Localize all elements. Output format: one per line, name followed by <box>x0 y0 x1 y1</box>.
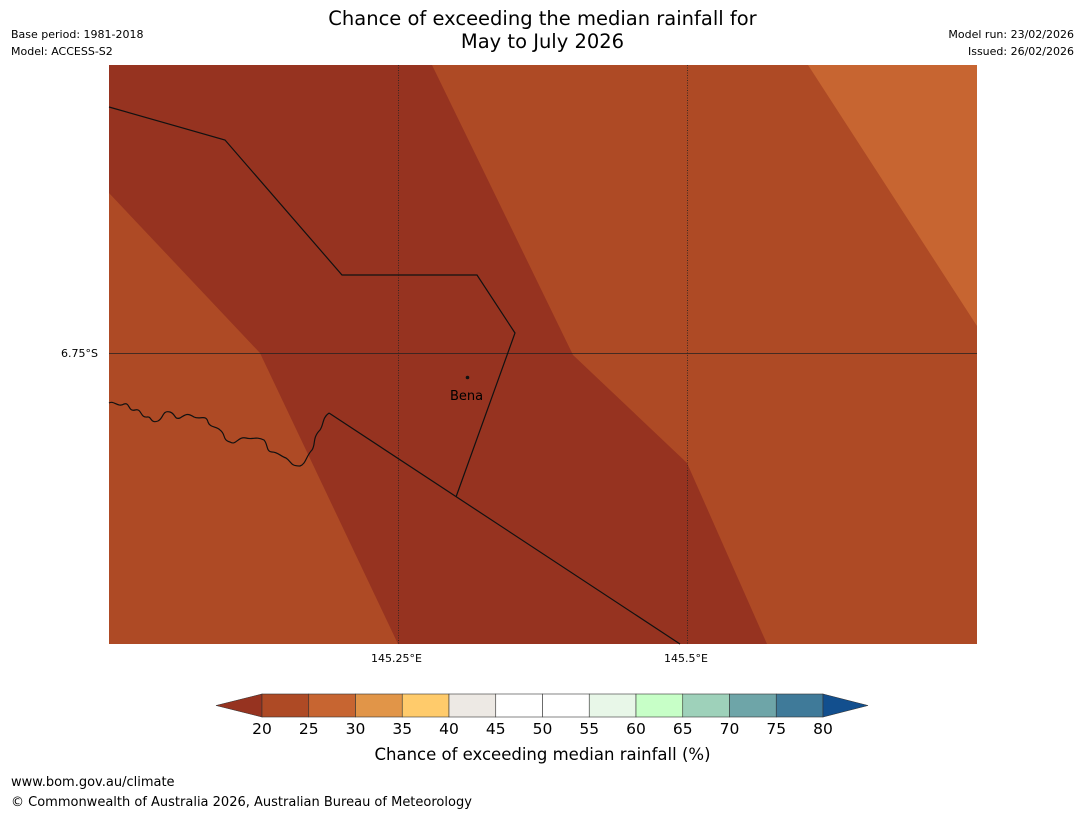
map-band-30-35 <box>808 65 977 326</box>
colorbar-box-65-70 <box>682 693 730 718</box>
colorbar-box-70-75 <box>729 693 777 718</box>
map-band-25-30-west <box>109 193 398 644</box>
colorbar-boxes <box>261 693 824 718</box>
colorbar-over-arrow <box>822 693 869 718</box>
colorbar-box-25-30 <box>308 693 356 718</box>
colorbar-tick-70: 70 <box>719 720 740 738</box>
colorbar-label: Chance of exceeding median rainfall (%) <box>374 745 711 764</box>
issued-text: Issued: 26/02/2026 <box>967 45 1074 58</box>
model-run-text: Model run: 23/02/2026 <box>948 28 1074 41</box>
colorbar-tick-60: 60 <box>626 720 646 738</box>
meta-left: Base period: 1981-2018 Model: ACCESS-S2 <box>11 26 143 60</box>
title-line-1: Chance of exceeding the median rainfall … <box>328 7 757 30</box>
longitude-label-1: 145.25°E <box>371 652 422 665</box>
colorbar-tick-75: 75 <box>766 720 787 738</box>
colorbar-tick-20: 20 <box>252 720 272 738</box>
colorbar-tick-35: 35 <box>392 720 413 738</box>
footer-url[interactable]: www.bom.gov.au/climate <box>11 775 175 790</box>
colorbar-box-35-40 <box>401 693 450 718</box>
page-title: Chance of exceeding the median rainfall … <box>0 7 1085 53</box>
model-text: Model: ACCESS-S2 <box>11 45 113 58</box>
colorbar-tick-25: 25 <box>298 720 319 738</box>
meta-right: Model run: 23/02/2026 Issued: 26/02/2026 <box>948 26 1074 60</box>
latitude-label: 6.75°S <box>61 347 98 360</box>
base-period-text: Base period: 1981-2018 <box>11 28 144 41</box>
colorbar-tick-65: 65 <box>672 720 693 738</box>
colorbar-box-45-50 <box>495 693 543 718</box>
footer-copyright: © Commonwealth of Australia 2026, Austra… <box>11 795 472 810</box>
bena-marker <box>465 375 470 380</box>
colorbar-box-75-80 <box>775 693 824 718</box>
colorbar-under-arrow <box>215 693 263 718</box>
title-line-2: May to July 2026 <box>460 30 625 53</box>
colorbar-tick-50: 50 <box>532 720 553 738</box>
colorbar-tick-30: 30 <box>345 720 366 738</box>
colorbar-tick-55: 55 <box>579 720 600 738</box>
colorbar-box-50-55 <box>542 693 590 718</box>
province-boundary-south <box>328 412 681 645</box>
colorbar-box-40-45 <box>448 693 497 718</box>
longitude-label-2: 145.5°E <box>664 652 708 665</box>
river-boundary <box>108 401 330 467</box>
colorbar-box-20-25 <box>261 693 310 718</box>
colorbar-box-60-65 <box>635 693 684 718</box>
colorbar-box-55-60 <box>588 693 637 718</box>
colorbar-box-30-35 <box>355 693 403 718</box>
place-label-bena: Bena <box>450 389 484 404</box>
colorbar-tick-45: 45 <box>485 720 506 738</box>
colorbar-tick-80: 80 <box>813 720 833 738</box>
province-boundary-north <box>108 106 516 498</box>
map-band-25-30-east <box>432 65 977 644</box>
colorbar-tick-40: 40 <box>439 720 459 738</box>
